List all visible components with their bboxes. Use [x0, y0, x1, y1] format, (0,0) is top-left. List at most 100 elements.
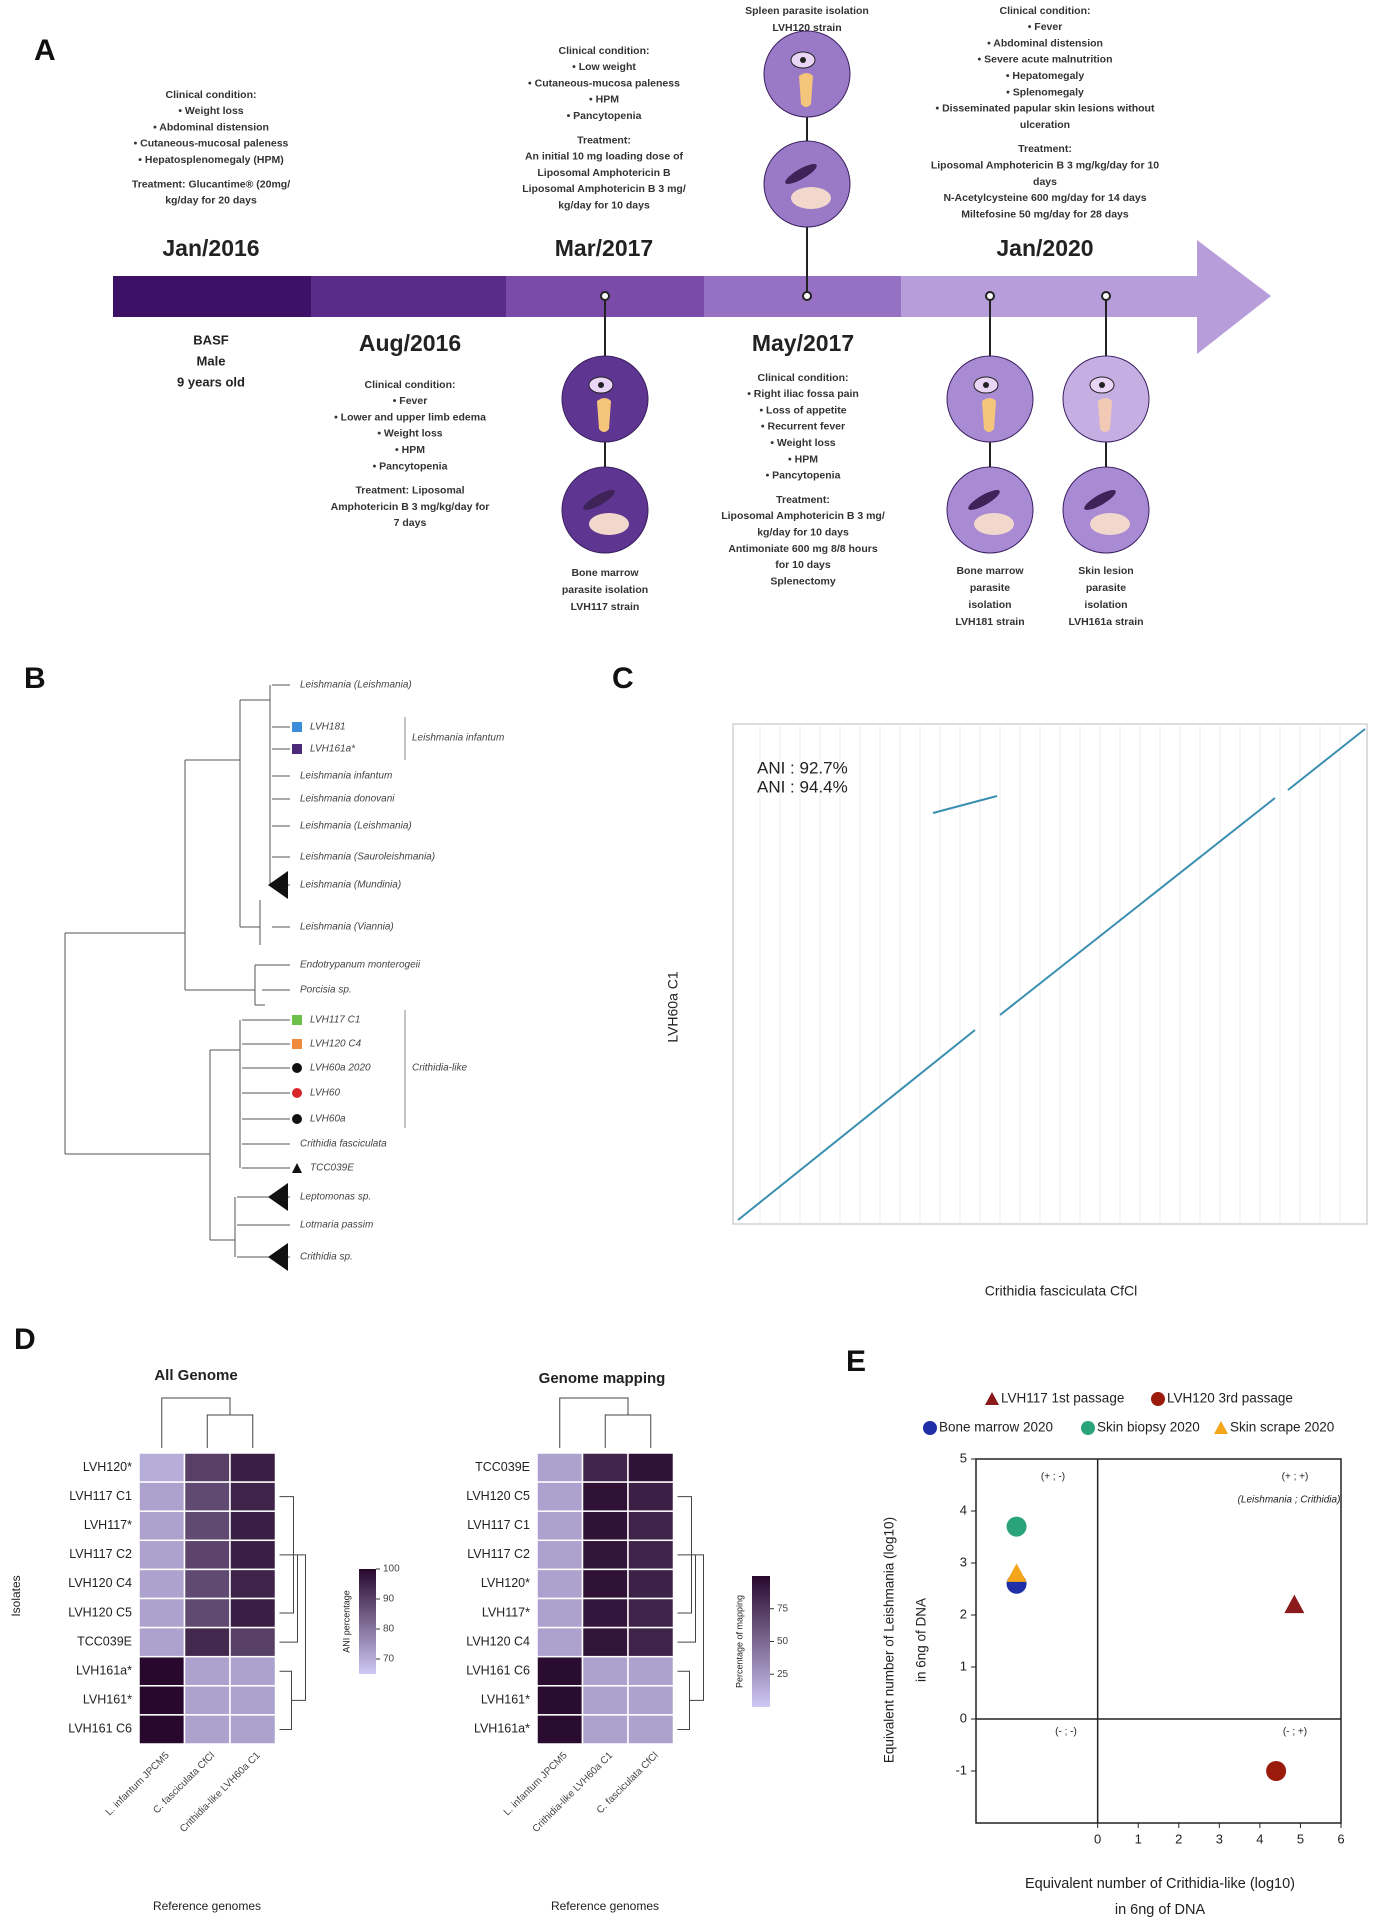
legend-marker — [1151, 1392, 1165, 1406]
collapsed-clade — [268, 1183, 288, 1211]
heatmap-cell — [627, 1655, 675, 1687]
isolation-caption: Skin lesion — [1078, 565, 1133, 577]
leaf-marker — [292, 1088, 302, 1098]
heatmap-cell — [581, 1597, 629, 1629]
heatmap-cell — [183, 1510, 231, 1542]
legend-label: LVH120 3rd passage — [1167, 1391, 1293, 1406]
event-note: Clinical condition: — [758, 372, 849, 384]
icon-nucleus — [598, 382, 604, 388]
timeline-segment — [311, 276, 506, 317]
heatmap-cell — [581, 1655, 629, 1687]
row-label: LVH117 C2 — [69, 1547, 132, 1561]
row-label: LVH120 C4 — [68, 1576, 132, 1590]
row-label: LVH120* — [481, 1576, 530, 1590]
leaf-label: LVH117 C1 — [310, 1015, 360, 1026]
legend-marker — [1081, 1421, 1095, 1435]
event-note: Liposomal Amphotericin B 3 mg/ — [721, 510, 885, 522]
icon-nucleus — [1099, 382, 1105, 388]
event-note: • Abdominal distension — [153, 121, 269, 133]
isolation-caption: parasite isolation — [562, 584, 648, 596]
row-label: LVH120 C5 — [466, 1489, 530, 1503]
icon-dish — [974, 513, 1014, 535]
legend-marker — [1214, 1421, 1228, 1434]
heatmap-cell — [536, 1539, 584, 1571]
leaf-marker — [292, 744, 302, 754]
heatmap-cell — [627, 1685, 675, 1716]
event-note: Clinical condition: — [166, 89, 257, 101]
event-date: May/2017 — [752, 330, 854, 356]
leaf-label: TCC039E — [310, 1163, 354, 1174]
row-label: LVH117 C2 — [467, 1547, 530, 1561]
dendrogram — [161, 1397, 254, 1448]
leaf-label: Crithidia fasciculata — [300, 1139, 387, 1150]
event-note: Splenectomy — [770, 575, 836, 587]
dendrogram — [279, 1496, 306, 1730]
data-point — [1006, 1563, 1027, 1582]
alignment-diagonal — [737, 728, 1366, 1221]
event-note: • HPM — [395, 444, 425, 456]
legend-label: Bone marrow 2020 — [939, 1420, 1053, 1435]
heatmap-cell — [138, 1626, 186, 1658]
row-label: LVH161a* — [76, 1664, 132, 1678]
event-note: • Weight loss — [770, 437, 835, 449]
icon-organ — [597, 398, 611, 432]
x-axis-title: Crithidia fasciculata CfCl — [985, 1283, 1138, 1299]
icon-nucleus — [800, 57, 806, 63]
event-note: • Weight loss — [178, 105, 243, 117]
dendrogram — [559, 1397, 652, 1448]
heatmap-cell — [536, 1481, 584, 1512]
data-point — [1006, 1516, 1027, 1537]
y-axis-title: Isolates — [9, 1575, 23, 1616]
row-label: LVH117* — [84, 1518, 132, 1532]
heatmap-cell — [627, 1510, 675, 1542]
event-date: Jan/2016 — [162, 235, 259, 261]
heatmap-cell — [138, 1568, 186, 1600]
heatmap-cell — [183, 1481, 231, 1512]
group-label: Leishmania infantum — [412, 733, 504, 744]
event-note: Clinical condition: — [1000, 5, 1091, 17]
heatmap-cell — [536, 1655, 584, 1687]
column-label: Crithidia-like LVH60a C1 — [178, 1750, 263, 1835]
leaf-label: LVH60a — [310, 1114, 346, 1125]
heatmap-cell — [138, 1481, 186, 1512]
x-tick-label: 4 — [1256, 1831, 1263, 1846]
legend-label: Skin scrape 2020 — [1230, 1420, 1334, 1435]
leaf-label: Leishmania (Leishmania) — [300, 821, 412, 832]
alignment-segment — [932, 795, 998, 814]
heatmap-cell — [183, 1568, 231, 1600]
icon-circle — [763, 140, 851, 228]
pin-dot — [802, 291, 812, 301]
row-label: LVH161* — [481, 1693, 530, 1707]
event-note: • Low weight — [572, 61, 636, 73]
leaf-label: LVH120 C4 — [310, 1039, 362, 1050]
heatmap-cell — [581, 1626, 629, 1658]
heatmap-cell — [581, 1481, 629, 1512]
leaf-label: Crithidia sp. — [300, 1252, 353, 1263]
heatmap-cell — [138, 1685, 186, 1716]
y-tick-label: -1 — [955, 1762, 967, 1777]
heatmap-cell — [581, 1568, 629, 1600]
icon-organ — [982, 398, 996, 432]
y-tick-label: 5 — [960, 1450, 967, 1465]
heatmap-cell — [229, 1714, 277, 1745]
colorbar-tick-label: 80 — [383, 1624, 395, 1635]
event-note: N-Acetylcysteine 600 mg/day for 14 days — [943, 192, 1146, 204]
event-date: Mar/2017 — [555, 235, 653, 261]
isolation-caption: LVH181 strain — [955, 616, 1024, 628]
event-note: Treatment: Liposomal — [355, 485, 464, 497]
heatmap-cell — [627, 1714, 675, 1745]
tree-branch — [239, 685, 271, 945]
legend-label: LVH117 1st passage — [1001, 1391, 1124, 1406]
event-note: • HPM — [589, 94, 619, 106]
heatmap-cell — [536, 1452, 584, 1483]
heatmap-cell — [138, 1539, 186, 1571]
row-label: LVH117 C1 — [69, 1489, 132, 1503]
icon-organ — [1098, 398, 1112, 432]
colorbar-tick-label: 50 — [777, 1636, 789, 1647]
row-label: TCC039E — [475, 1460, 530, 1474]
heatmap-cell — [183, 1452, 231, 1483]
icon-organ — [799, 73, 813, 107]
heatmap-cell — [581, 1539, 629, 1571]
row-label: LVH120* — [83, 1460, 132, 1474]
